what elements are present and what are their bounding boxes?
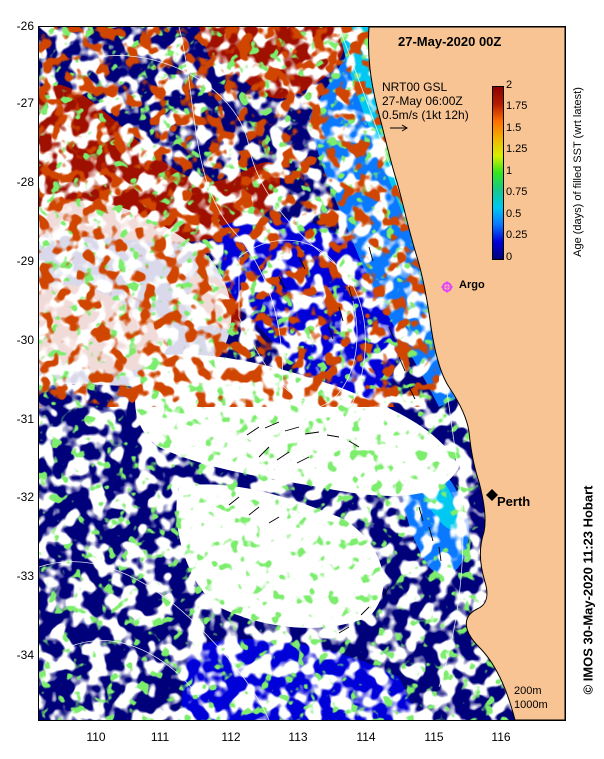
colorbar-tick: 1 bbox=[506, 165, 513, 177]
colorbar-title: Age (days) of filled SST (wrt latest) bbox=[572, 87, 584, 257]
colorbar-tick: 0.25 bbox=[506, 229, 528, 241]
colorbar-tick: 0 bbox=[506, 251, 513, 263]
colorbar-tick: 2 bbox=[506, 79, 513, 91]
perth-location-icon[interactable] bbox=[486, 489, 498, 501]
contour-1000m-label: 1000m bbox=[514, 699, 548, 711]
colorbar-tick: 1.75 bbox=[506, 100, 528, 112]
island-abrolhos bbox=[384, 35, 391, 47]
colorbar-tick: 1.25 bbox=[506, 143, 528, 155]
lat-label: -28 bbox=[16, 175, 34, 189]
lat-label: -33 bbox=[16, 569, 34, 583]
colorbar-tick: 0.75 bbox=[506, 186, 528, 198]
sst-map bbox=[39, 27, 565, 720]
map-frame[interactable] bbox=[38, 26, 566, 721]
lat-label: -27 bbox=[16, 96, 34, 110]
lon-label: 116 bbox=[491, 730, 511, 744]
perth-label: Perth bbox=[497, 494, 531, 509]
map-title: 27-May-2020 00Z bbox=[398, 34, 502, 49]
lon-label: 112 bbox=[221, 730, 241, 744]
lat-label: -29 bbox=[16, 254, 34, 268]
vector-scale-arrow-icon bbox=[390, 124, 408, 132]
colorbar bbox=[492, 86, 504, 260]
speckle-red bbox=[39, 27, 439, 407]
argo-float-icon[interactable] bbox=[441, 281, 453, 293]
lat-label: -32 bbox=[16, 490, 34, 504]
argo-label: Argo bbox=[459, 279, 485, 291]
lon-label: 114 bbox=[356, 730, 376, 744]
lat-label: -30 bbox=[16, 333, 34, 347]
current-vectors bbox=[228, 246, 442, 634]
colorbar-tick: 1.5 bbox=[506, 122, 522, 134]
product-legend: NRT00 GSL 27-May 06:00Z 0.5m/s (1kt 12h) bbox=[382, 80, 469, 122]
lat-label: -26 bbox=[16, 19, 34, 33]
credit-label: © IMOS 30-May-2020 11:23 Hobart bbox=[580, 485, 596, 695]
lon-label: 111 bbox=[150, 730, 170, 744]
product-name: NRT00 GSL bbox=[382, 80, 448, 94]
product-time: 27-May 06:00Z bbox=[382, 94, 463, 108]
lat-label: -31 bbox=[16, 412, 34, 426]
lon-label: 115 bbox=[424, 730, 444, 744]
lon-label: 113 bbox=[288, 730, 308, 744]
lon-label: 110 bbox=[86, 730, 106, 744]
contour-200m-label: 200m bbox=[514, 685, 542, 697]
vector-scale-label: 0.5m/s (1kt 12h) bbox=[382, 108, 469, 122]
lat-label: -34 bbox=[16, 648, 34, 662]
contour-legend: 200m 1000m bbox=[514, 684, 548, 712]
colorbar-tick: 0.5 bbox=[506, 208, 522, 220]
land-mass bbox=[367, 27, 565, 720]
